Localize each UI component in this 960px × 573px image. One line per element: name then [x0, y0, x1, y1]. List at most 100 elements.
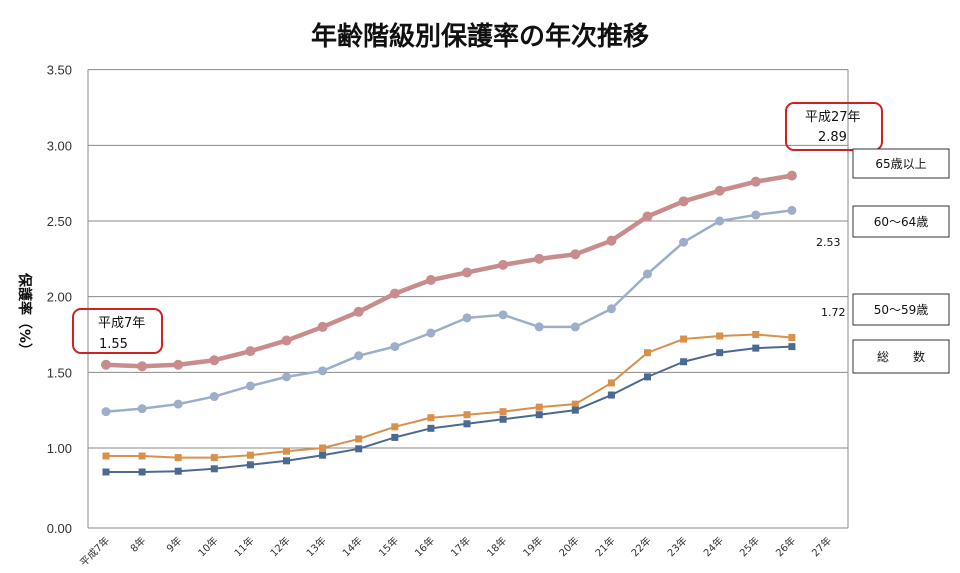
x-tick-label: 12年 — [267, 534, 292, 559]
series-line — [105, 173, 793, 369]
data-point — [498, 310, 508, 320]
legend-box-total — [852, 339, 950, 374]
data-point — [788, 343, 796, 351]
data-point — [426, 328, 436, 338]
data-point — [571, 406, 579, 414]
data-point — [245, 381, 255, 391]
end-annotation-box — [785, 102, 883, 151]
legend-label-65-over: 65歳以上 — [875, 157, 926, 171]
legend: 65歳以上 60～64歳 50～59歳 総 数 — [852, 148, 950, 374]
data-point — [716, 332, 724, 340]
data-point — [319, 451, 327, 459]
end-annotation-year: 平成27年 — [805, 110, 861, 125]
data-point — [246, 451, 254, 459]
x-tick-label: 15年 — [376, 534, 401, 559]
data-point — [678, 196, 689, 207]
data-point — [317, 321, 328, 332]
data-point — [498, 259, 509, 270]
data-point — [606, 304, 616, 314]
data-point — [644, 373, 651, 381]
data-point — [354, 351, 364, 361]
x-tick-label: 26年 — [773, 534, 798, 559]
series-line — [106, 333, 792, 459]
data-point — [462, 313, 472, 323]
end-annotation-value: 2.89 — [818, 130, 847, 145]
data-point — [571, 400, 579, 408]
data-point — [787, 205, 797, 215]
x-tick-label: 9年 — [164, 534, 185, 555]
y-tick-label: 3.00 — [47, 138, 72, 153]
data-point — [499, 408, 507, 416]
data-point — [282, 372, 291, 382]
data-point — [463, 411, 471, 419]
data-point — [425, 275, 436, 286]
data-point — [283, 457, 290, 465]
data-point — [245, 346, 256, 357]
data-point — [101, 407, 111, 417]
data-point — [462, 267, 472, 278]
x-tick-label: 21年 — [592, 534, 617, 559]
data-point — [680, 335, 688, 343]
data-point — [209, 355, 220, 366]
data-point — [788, 334, 796, 342]
data-point — [102, 452, 110, 460]
x-tick-label: 14年 — [340, 534, 365, 559]
data-point — [607, 379, 615, 387]
data-point — [101, 359, 111, 370]
data-point — [353, 306, 364, 317]
data-label-60-64: 2.53 — [816, 236, 841, 249]
data-point — [679, 237, 689, 247]
series-line — [105, 209, 793, 413]
series-3 — [102, 343, 796, 476]
data-point — [138, 452, 146, 460]
x-tick-label: 22年 — [628, 534, 653, 559]
x-tick-label: 17年 — [448, 534, 473, 559]
x-tick-label: 11年 — [231, 534, 256, 559]
data-point — [246, 461, 254, 469]
data-point — [752, 344, 760, 352]
series-line — [106, 345, 792, 473]
y-axis-label: 保護率（%） — [16, 272, 33, 357]
x-axis: 平成7年 8年 9年 10年 11年 12年 13年 14年 15年 16年 17年 18年 19年 20… — [77, 534, 834, 569]
data-point — [281, 335, 292, 346]
data-point — [606, 235, 617, 246]
data-point — [642, 211, 653, 222]
y-tick-label: 2.00 — [47, 290, 72, 305]
data-point — [535, 411, 543, 419]
y-tick-label: 1.50 — [47, 365, 72, 380]
data-point — [643, 269, 652, 279]
x-tick-label: 27年 — [809, 534, 834, 559]
data-point — [680, 358, 688, 366]
x-tick-label: 19年 — [520, 534, 545, 559]
data-label-50-59: 1.72 — [821, 306, 846, 319]
data-point — [391, 423, 399, 431]
y-tick-label: 1.00 — [47, 441, 72, 456]
legend-label-50-59: 50～59歳 — [874, 303, 929, 317]
data-point — [174, 454, 182, 462]
data-point — [714, 185, 725, 196]
data-point — [391, 433, 399, 441]
x-tick-label: 平成7年 — [77, 534, 112, 569]
data-point — [137, 404, 147, 414]
series-0 — [101, 170, 797, 372]
data-point — [427, 414, 435, 422]
x-tick-label: 25年 — [737, 534, 762, 559]
data-point — [209, 392, 219, 402]
start-annotation-box — [72, 308, 163, 354]
data-point — [210, 454, 218, 462]
data-point — [644, 349, 651, 357]
data-point — [534, 253, 545, 264]
data-point — [607, 391, 615, 399]
y-tick-label: 2.50 — [47, 214, 72, 229]
legend-label-total: 総 数 — [877, 349, 925, 364]
x-tick-label: 24年 — [701, 534, 726, 559]
start-annotation-value: 1.55 — [99, 337, 128, 352]
series-1 — [101, 205, 797, 417]
data-point — [174, 467, 182, 475]
x-tick-label: 13年 — [303, 534, 328, 559]
x-tick-label: 18年 — [484, 534, 509, 559]
data-point — [427, 424, 435, 432]
legend-box-50-59 — [852, 293, 950, 326]
data-point — [570, 322, 580, 332]
